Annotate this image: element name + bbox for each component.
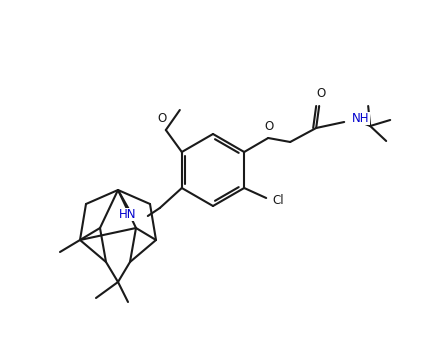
Text: O: O	[317, 87, 326, 100]
Text: Cl: Cl	[272, 194, 284, 208]
Text: NH: NH	[352, 112, 370, 124]
Text: O: O	[265, 120, 274, 133]
Text: O: O	[157, 112, 166, 125]
Text: HN: HN	[119, 208, 137, 220]
